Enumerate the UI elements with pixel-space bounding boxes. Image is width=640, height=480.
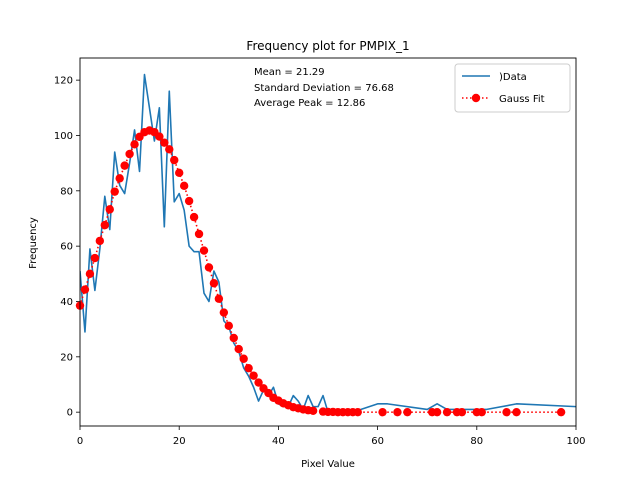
gauss-fit-point (199, 246, 209, 255)
x-tick-label-0: 0 (77, 436, 83, 447)
x-tick-label-20: 20 (173, 436, 186, 447)
gauss-fit-point (85, 269, 95, 279)
gauss-fit-point (100, 220, 110, 230)
gauss-fit-point (457, 407, 467, 417)
gauss-fit-point (105, 205, 114, 214)
y-axis-label: Frequency (28, 217, 39, 269)
gauss-fit-point (179, 181, 189, 191)
gauss-fit-point (378, 407, 387, 417)
stats-std-dev: Standard Deviation = 76.68 (254, 83, 394, 94)
axes-frame (79, 57, 577, 427)
gauss-fit-point (234, 344, 243, 354)
gauss-fit-point (512, 407, 521, 417)
x-tick-label-80: 80 (470, 436, 483, 447)
gauss-fit-point (95, 236, 105, 246)
gauss-fit-point (160, 138, 169, 147)
gauss-fit-point (194, 229, 204, 239)
gauss-fit-point (204, 263, 214, 272)
x-tick-label-40: 40 (272, 436, 285, 447)
gauss-fit-point (442, 407, 452, 417)
y-tick-label-80: 80 (60, 186, 73, 197)
stats-mean: Mean = 21.29 (254, 67, 325, 78)
gauss-fit-point (175, 168, 184, 178)
gauss-fit-point (90, 253, 100, 263)
x-axis-label: Pixel Value (301, 459, 355, 470)
y-tick-label-20: 20 (60, 352, 73, 363)
gauss-fit-point (155, 132, 164, 141)
stats-average-peak: Average Peak = 12.86 (254, 98, 365, 109)
plot-area: 0 20 40 60 80 100 0 20 40 60 80 100 120 (54, 57, 586, 447)
gauss-fit-point (130, 140, 139, 149)
gauss-fit-point (403, 407, 412, 417)
legend-data-label: )Data (499, 72, 527, 83)
gauss-fit-point (244, 363, 253, 373)
gauss-fit-point (393, 407, 402, 417)
gauss-fit-point (110, 187, 119, 196)
gauss-fit-point (80, 285, 90, 294)
legend-fit-label: Gauss Fit (499, 94, 545, 105)
gauss-fit-point (556, 407, 566, 417)
gauss-fit-point (219, 308, 229, 317)
gauss-fit-point (308, 406, 318, 415)
gauss-fit-point (115, 174, 124, 183)
y-tick-label-100: 100 (54, 131, 73, 142)
gauss-fit-point (502, 407, 511, 417)
gauss-fit-point (125, 149, 134, 159)
x-tick-label-60: 60 (371, 436, 384, 447)
legend-fit-marker (471, 93, 481, 103)
gauss-fit-point (224, 321, 233, 331)
y-tick-label-40: 40 (60, 297, 73, 308)
y-tick-label-60: 60 (60, 242, 73, 253)
gauss-fit-point (353, 407, 362, 417)
gauss-fit-point (170, 155, 179, 165)
y-tick-label-120: 120 (54, 76, 73, 87)
gauss-fit-point (249, 371, 258, 380)
gauss-fit-point (165, 145, 174, 154)
y-tick-label-0: 0 (67, 408, 73, 419)
series-data-line (80, 73, 576, 413)
series-gauss-fit-line (80, 129, 562, 413)
gauss-fit-point (214, 294, 224, 303)
legend: )Data Gauss Fit (454, 63, 571, 113)
gauss-fit-point (209, 279, 219, 288)
gauss-fit-point (239, 354, 248, 363)
gauss-fit-point (184, 196, 194, 206)
chart-title: Frequency plot for PMPIX_1 (246, 39, 409, 53)
gauss-fit-point (229, 333, 238, 343)
gauss-fit-point (120, 161, 129, 170)
gauss-fit-point (189, 212, 199, 222)
gauss-fit-point (432, 407, 442, 417)
gauss-fit-point (254, 378, 263, 387)
x-tick-label-100: 100 (566, 436, 585, 447)
gauss-fit-point (477, 407, 486, 417)
